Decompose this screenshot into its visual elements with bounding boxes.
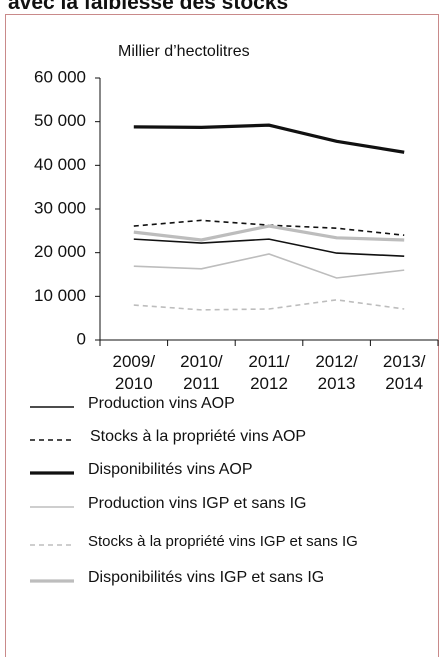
y-tick-label: 20 000	[34, 242, 86, 261]
legend-label: Disponibilités vins IGP et sans IG	[88, 569, 324, 586]
legend-label: Stocks à la propriété vins IGP et sans I…	[88, 533, 358, 550]
x-tick-label: 2013/ 2014	[382, 352, 426, 393]
series-line	[133, 224, 405, 242]
chart-title: avec la faiblesse des stocks	[8, 0, 289, 14]
series-line	[133, 238, 405, 257]
legend-label: Stocks à la propriété vins AOP	[90, 428, 306, 445]
series-line	[133, 299, 405, 311]
x-tick-label: 2011/ 2012	[248, 352, 290, 393]
y-tick-label: 40 000	[34, 155, 86, 174]
y-tick-label: 30 000	[34, 198, 86, 217]
y-tick-label: 0	[77, 329, 86, 348]
y-tick-label: 60 000	[34, 67, 86, 86]
legend-label: Production vins IGP et sans IG	[88, 495, 306, 512]
y-axis-label: Millier d’hectolitres	[118, 43, 250, 60]
frame	[5, 14, 439, 657]
y-tick-label: 10 000	[34, 286, 86, 305]
legend-label: Production vins AOP	[88, 395, 235, 412]
x-tick-label: 2009/ 2010	[112, 352, 156, 393]
y-tick-label: 50 000	[34, 111, 86, 130]
legend-label: Disponibilités vins AOP	[88, 461, 253, 478]
series-line	[133, 253, 405, 279]
series-line	[133, 219, 405, 236]
series-line	[133, 123, 405, 154]
x-tick-label: 2012/ 2013	[315, 352, 358, 393]
x-tick-label: 2010/ 2011	[180, 352, 223, 393]
